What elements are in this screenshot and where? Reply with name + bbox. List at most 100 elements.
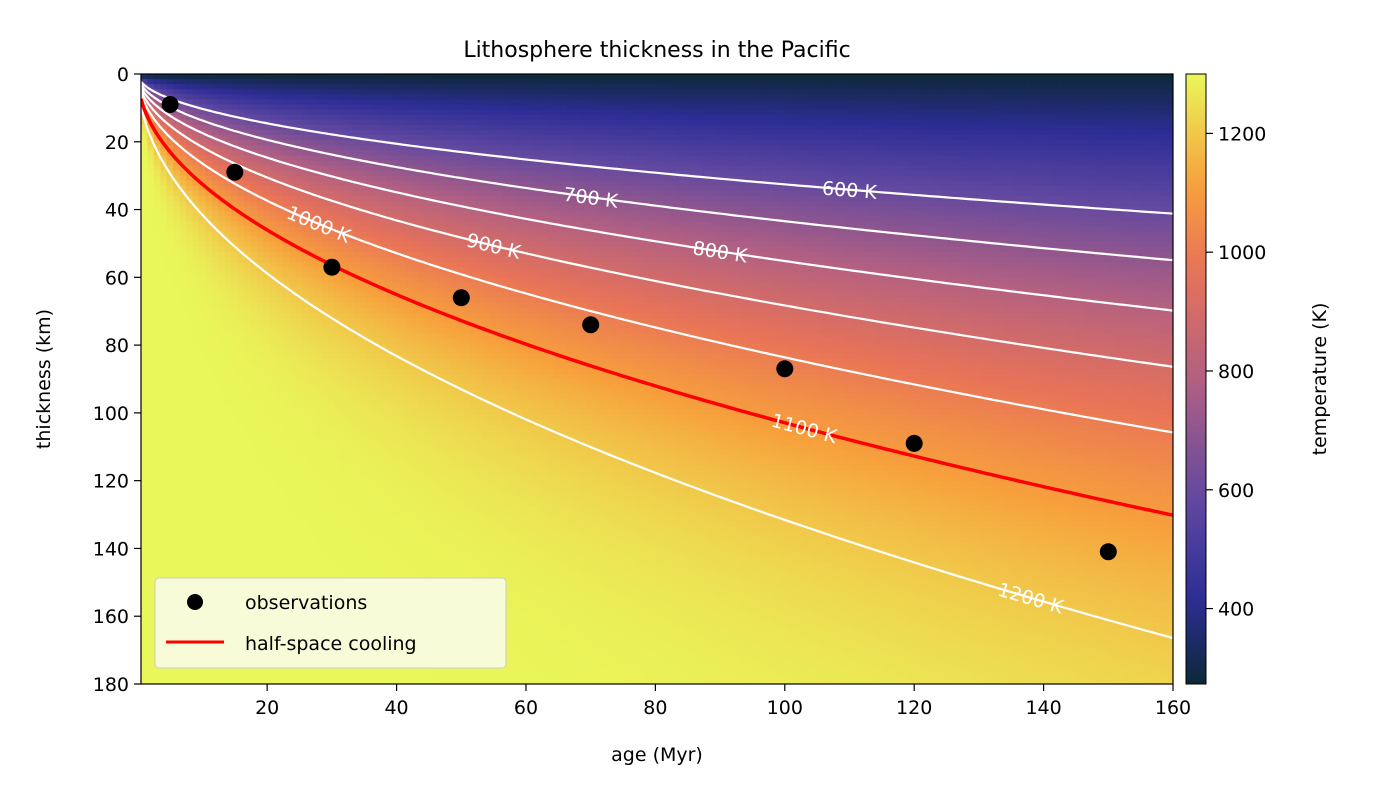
heatmap-cell <box>347 175 355 182</box>
heatmap-cell <box>199 470 207 477</box>
heatmap-cell <box>340 175 348 182</box>
heatmap-cell <box>270 307 278 314</box>
heatmap-cell <box>141 384 149 390</box>
heatmap-cell <box>270 368 278 375</box>
heatmap-cell <box>295 170 303 177</box>
heatmap-cell <box>237 480 245 487</box>
heatmap-cell <box>224 257 232 263</box>
heatmap-cell <box>315 445 323 451</box>
heatmap-cell <box>315 567 323 573</box>
heatmap-cell <box>386 673 394 680</box>
heatmap-cell <box>218 140 226 146</box>
heatmap-cell <box>263 160 271 167</box>
heatmap-cell <box>218 99 226 106</box>
heatmap-cell <box>366 190 374 197</box>
heatmap-cell <box>379 424 387 431</box>
heatmap-cell <box>192 251 200 258</box>
heatmap-cell <box>366 368 374 375</box>
heatmap-cell <box>289 470 297 477</box>
heatmap-cell <box>295 516 303 522</box>
heatmap-cell <box>360 338 368 345</box>
heatmap-cell <box>141 318 149 324</box>
heatmap-cell <box>257 506 265 512</box>
heatmap-cell <box>289 465 297 472</box>
heatmap-cell <box>353 190 361 197</box>
heatmap-cell <box>192 323 200 329</box>
heatmap-cell <box>295 551 303 558</box>
heatmap-cell <box>257 572 265 578</box>
heatmap-cell <box>257 465 265 472</box>
heatmap-cell <box>399 668 407 675</box>
heatmap-cell <box>147 592 155 599</box>
heatmap-cell <box>199 678 207 684</box>
heatmap-cell <box>186 353 194 360</box>
heatmap-cell <box>392 333 400 339</box>
heatmap-cell <box>289 475 297 482</box>
heatmap-cell <box>211 180 219 187</box>
heatmap-cell <box>224 333 232 339</box>
heatmap-cell <box>347 526 355 533</box>
heatmap-cell <box>186 104 194 111</box>
heatmap-cell <box>173 353 181 360</box>
heatmap-cell <box>302 434 310 441</box>
heatmap-cell <box>166 394 174 400</box>
heatmap-cell <box>308 455 316 461</box>
heatmap-cell <box>379 536 387 543</box>
heatmap-cell <box>244 129 252 136</box>
heatmap-cell <box>373 495 381 502</box>
heatmap-cell <box>205 506 213 512</box>
heatmap-cell <box>276 196 284 202</box>
heatmap-cell <box>366 373 374 380</box>
heatmap-cell <box>205 282 213 289</box>
heatmap-cell <box>244 368 252 375</box>
heatmap-cell <box>399 394 407 400</box>
heatmap-cell <box>399 282 407 289</box>
heatmap-cell <box>321 206 329 212</box>
heatmap-cell <box>160 495 168 502</box>
heatmap-cell <box>179 318 187 324</box>
heatmap-cell <box>308 140 316 146</box>
heatmap-cell <box>166 145 174 151</box>
heatmap-cell <box>231 353 239 360</box>
heatmap-cell <box>141 79 149 85</box>
heatmap-cell <box>289 678 297 684</box>
heatmap-cell <box>160 150 168 156</box>
heatmap-cell <box>347 521 355 528</box>
heatmap-cell <box>386 196 394 202</box>
heatmap-cell <box>276 358 284 365</box>
heatmap-cell <box>295 155 303 162</box>
heatmap-cell <box>244 267 252 273</box>
heatmap-cell <box>211 79 219 85</box>
heatmap-cell <box>205 312 213 319</box>
heatmap-cell <box>257 434 265 441</box>
heatmap-cell <box>237 399 245 406</box>
heatmap-cell <box>302 409 310 416</box>
heatmap-cell <box>231 150 239 156</box>
heatmap-cell <box>257 129 265 136</box>
heatmap-cell <box>334 434 342 441</box>
heatmap-cell <box>386 445 394 451</box>
heatmap-cell <box>328 201 336 207</box>
heatmap-cell <box>186 429 194 436</box>
heatmap-cell <box>205 155 213 162</box>
heatmap-cell <box>199 241 207 248</box>
heatmap-cell <box>199 567 207 573</box>
heatmap-cell <box>205 84 213 90</box>
heatmap-cell <box>360 175 368 182</box>
heatmap-cell <box>186 368 194 375</box>
heatmap-cell <box>392 419 400 426</box>
heatmap-cell <box>244 526 252 533</box>
heatmap-cell <box>147 582 155 589</box>
heatmap-cell <box>360 94 368 101</box>
heatmap-cell <box>328 668 336 675</box>
heatmap-cell <box>218 363 226 370</box>
heatmap-cell <box>218 201 226 207</box>
heatmap-cell <box>179 511 187 517</box>
heatmap-cell <box>263 145 271 151</box>
heatmap-cell <box>199 495 207 502</box>
heatmap-cell <box>315 480 323 487</box>
heatmap-cell <box>282 556 290 563</box>
heatmap-cell <box>270 79 278 85</box>
heatmap-cell <box>360 89 368 95</box>
heatmap-cell <box>186 302 194 309</box>
